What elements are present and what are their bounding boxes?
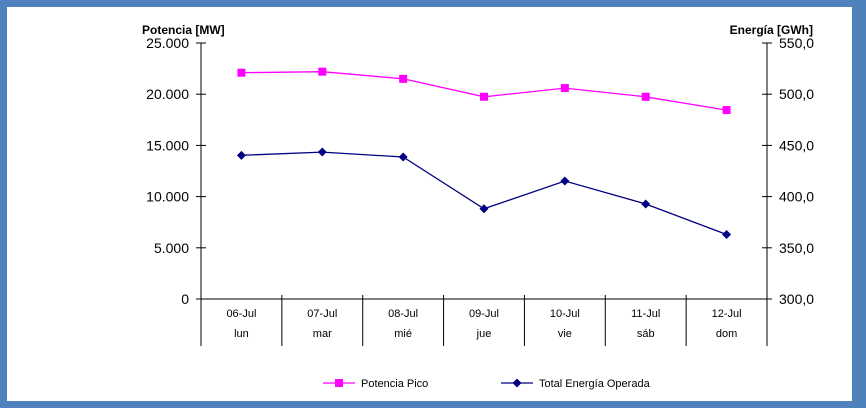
x-axis-day-label: lun: [234, 328, 249, 340]
x-axis: 06-Jul lun 07-Jul mar 08-Jul mié 09-Jul jue 10-J…: [200, 295, 768, 346]
right-axis-tick-label: 450,0: [779, 137, 814, 153]
legend-label-potencia-pico: Potencia Pico: [361, 378, 428, 390]
right-axis: 300,0 350,0 400,0 450,0 500,0 550,0: [762, 35, 814, 307]
data-point-total-energia-operada: [560, 176, 570, 186]
left-axis-tick-label: 20.000: [146, 86, 189, 102]
x-axis-date-label: 09-Jul: [469, 308, 499, 320]
left-axis-tick-label: 0: [181, 291, 189, 307]
data-point-potencia-pico: [318, 67, 327, 76]
y-axis-left-label: Potencia [MW]: [142, 23, 225, 37]
x-axis-date-label: 11-Jul: [631, 308, 660, 320]
x-axis-day-label: mar: [313, 328, 332, 340]
data-point-potencia-pico: [722, 106, 731, 115]
data-point-total-energia-operada: [722, 229, 732, 239]
left-axis-tick-label: 5.000: [154, 240, 189, 256]
chart-svg: 0 5.000 10.000 15.000 20.000 25.000 300,0 350,…: [142, 23, 814, 390]
data-point-potencia-pico: [480, 92, 488, 101]
x-axis-date-label: 06-Jul: [226, 308, 256, 320]
data-point-total-energia-operada: [641, 199, 651, 209]
data-point-potencia-pico: [641, 92, 650, 101]
right-axis-tick-label: 300,0: [779, 291, 814, 307]
right-axis-tick-label: 350,0: [779, 240, 814, 256]
x-axis-day-label: mié: [394, 328, 412, 340]
y-axis-right-label: Energía [GWh]: [730, 23, 813, 37]
legend: Potencia Pico Total Energía Operada: [323, 378, 651, 390]
series-line-potencia-pico: [241, 71, 727, 111]
legend-marker-potencia-pico: [335, 379, 343, 387]
chart-frame: 0 5.000 10.000 15.000 20.000 25.000 300,0 350,…: [7, 7, 852, 401]
left-axis-tick-label: 10.000: [146, 189, 189, 205]
data-point-potencia-pico: [560, 84, 569, 93]
legend-label-total-energia-operada: Total Energía Operada: [539, 378, 651, 390]
series-layer: [236, 67, 732, 239]
left-axis-tick-label: 25.000: [146, 35, 189, 51]
x-axis-day-label: dom: [716, 328, 737, 340]
legend-marker-total-energia-operada: [512, 378, 522, 388]
data-point-potencia-pico: [237, 68, 246, 77]
x-axis-date-label: 10-Jul: [550, 308, 580, 320]
data-point-total-energia-operada: [398, 152, 408, 162]
x-axis-date-label: 08-Jul: [388, 308, 418, 320]
data-point-potencia-pico: [399, 74, 408, 83]
left-axis: 0 5.000 10.000 15.000 20.000 25.000: [146, 35, 206, 307]
x-axis-date-label: 07-Jul: [307, 308, 337, 320]
left-axis-tick-label: 15.000: [146, 137, 189, 153]
x-axis-day-label: jue: [476, 328, 492, 340]
right-axis-tick-label: 400,0: [779, 189, 814, 205]
data-point-total-energia-operada: [317, 147, 327, 157]
x-axis-day-label: vie: [558, 328, 572, 340]
right-axis-tick-label: 550,0: [779, 35, 814, 51]
data-point-total-energia-operada: [236, 150, 246, 160]
data-point-total-energia-operada: [479, 204, 489, 214]
x-axis-date-label: 12-Jul: [712, 308, 742, 320]
x-axis-day-label: sáb: [637, 328, 655, 340]
right-axis-tick-label: 500,0: [779, 86, 814, 102]
series-line-total-energia-operada: [241, 151, 727, 236]
